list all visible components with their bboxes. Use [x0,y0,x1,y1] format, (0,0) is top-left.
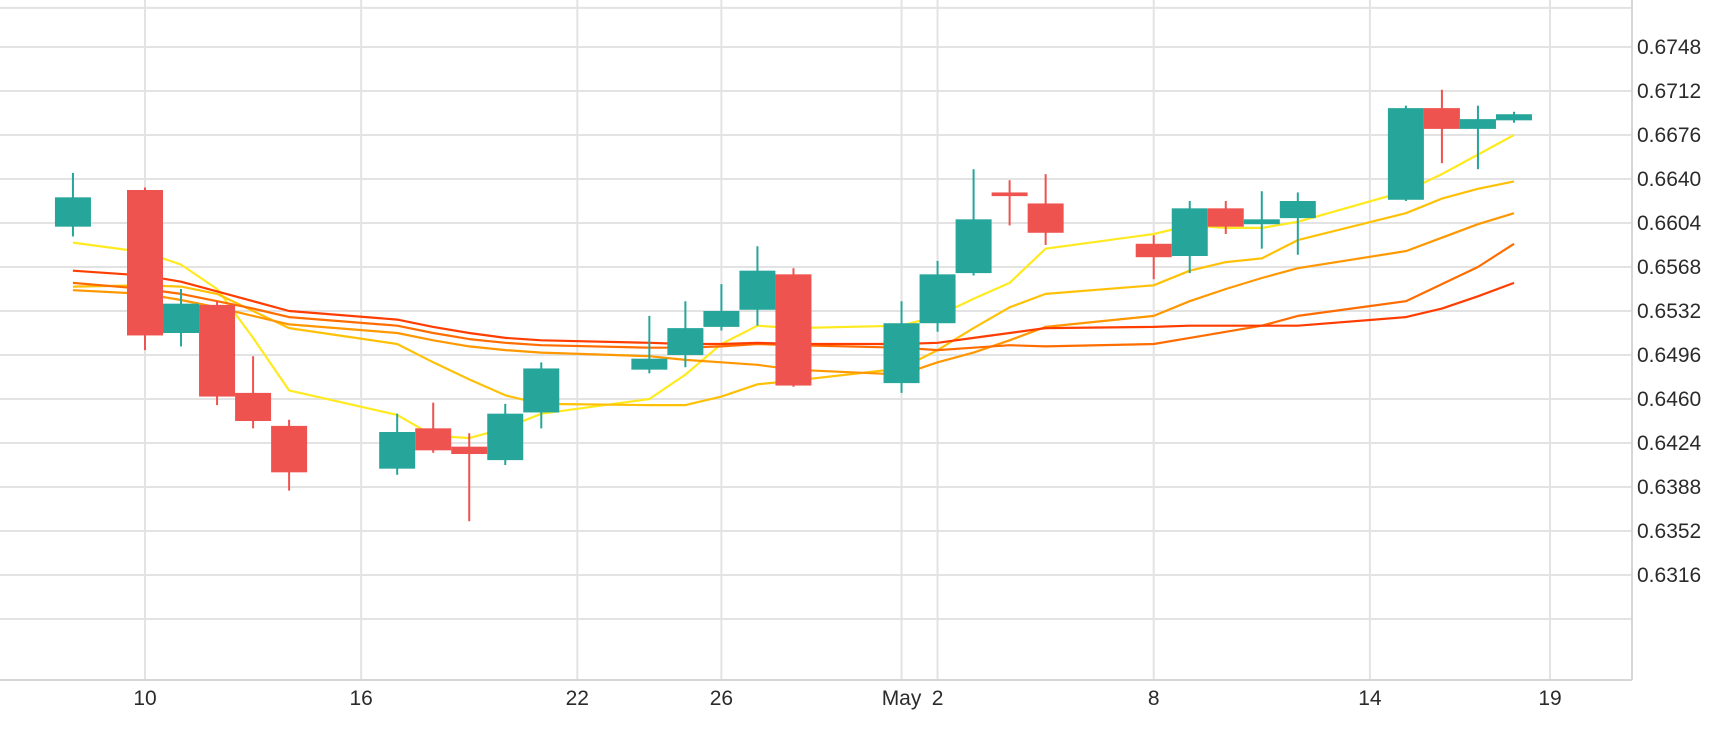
candle-body [703,311,740,327]
candle-up [919,260,956,332]
x-tick-label: 16 [349,687,372,710]
moving-average-line [72,180,1515,407]
y-tick-label: 0.6424 [1637,432,1702,455]
moving-average-line [72,212,1515,376]
candle-body [1495,114,1532,121]
x-tick-label: 26 [710,687,733,710]
candle-up [1171,201,1208,274]
candle-up [379,413,416,475]
candle-body [199,304,236,397]
candle-body [1171,208,1208,256]
candle-up [1459,105,1496,170]
candle-body [127,190,163,336]
y-tick-label: 0.6532 [1637,300,1701,323]
candle-up [1243,191,1280,249]
candle-body [1423,108,1460,129]
candle-body [523,368,560,413]
candle-down [991,180,1028,226]
candle-up [667,301,704,368]
candle-body [1279,201,1316,219]
y-tick-label: 0.6460 [1637,388,1701,411]
candle-down [1027,174,1064,245]
y-tick-label: 0.6496 [1637,344,1701,367]
candle-body [379,432,416,469]
candle-down [1423,89,1460,164]
candle-down [1207,201,1244,234]
y-tick-label: 0.6568 [1637,256,1701,279]
moving-average-line [72,242,1515,352]
candle-body [631,358,668,370]
candle-up [703,284,740,331]
candle-up [1279,192,1316,255]
y-tick-label: 0.6640 [1637,168,1701,191]
candle-up [487,403,524,465]
candle-down [451,433,488,522]
x-tick-label: 19 [1538,687,1561,710]
candle-body [1459,119,1496,129]
candle-down [235,356,272,429]
x-tick-label: 2 [932,687,944,710]
candle-body [919,274,956,324]
candle-up [163,289,200,347]
candle-body [739,270,776,310]
candle-body [487,413,524,461]
candle-body [415,428,452,451]
candle-body [667,328,704,355]
candle-body [883,323,920,384]
candle-body [1135,243,1172,258]
y-tick-label: 0.6316 [1637,564,1701,587]
candle-up [523,362,560,429]
candle-body [54,197,91,227]
x-tick-label: May [882,687,922,710]
candle-down [271,419,308,491]
candle-up [54,172,91,237]
candle-up [883,301,920,393]
candle-down [415,402,452,453]
candles [54,89,1532,522]
y-tick-label: 0.6352 [1637,520,1701,543]
candle-body [955,219,992,274]
y-tick-label: 0.6676 [1637,124,1701,147]
candle-up [739,246,776,326]
candle-body [1027,203,1064,233]
moving-average-line [72,134,1515,440]
candle-down [199,301,236,406]
moving-average-line [72,269,1515,346]
candle-body [271,425,308,473]
candle-up [631,315,668,374]
candle-body [451,446,488,454]
candle-up [955,169,992,276]
candle-body [1243,219,1280,225]
y-tick-label: 0.6388 [1637,476,1701,499]
candle-body [1207,208,1244,227]
candle-body [1387,108,1424,200]
candle-body [235,392,272,421]
axes: 0.6748 0.6712 0.6676 0.6640 0.6604 0.6568 0.65… [0,0,1702,710]
y-tick-label: 0.6712 [1637,80,1701,103]
x-tick-label: 8 [1148,687,1160,710]
candle-body [775,274,812,386]
y-tick-label: 0.6604 [1637,212,1702,235]
candle-up [1495,111,1532,123]
moving-average-lines [72,134,1515,440]
candle-down [775,268,812,387]
candle-body [163,303,200,333]
candle-down [127,187,163,351]
candle-down [1135,235,1172,280]
gridlines [0,0,1632,680]
y-tick-label: 0.6748 [1637,36,1701,59]
candle-up [1387,105,1424,201]
candle-body [991,192,1028,197]
x-tick-label: 14 [1358,687,1382,710]
x-tick-label: 22 [566,687,589,710]
x-tick-label: 10 [133,687,156,710]
